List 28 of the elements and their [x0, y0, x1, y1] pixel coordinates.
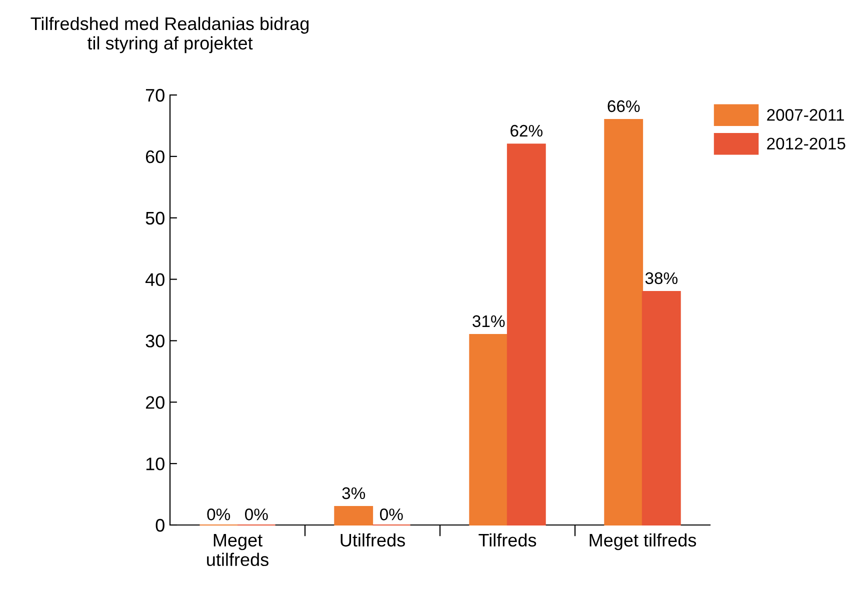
chart-title: Tilfredshed med Realdanias bidrag til styring af projektet — [30, 16, 309, 54]
x-tick-label: Tilfreds — [478, 533, 536, 547]
y-tick-label: 20 — [146, 396, 164, 409]
x-tick-label: Meget utilfreds — [207, 534, 268, 566]
data-label: 0% — [380, 508, 403, 520]
x-tick-label: Meget tilfreds — [590, 533, 696, 550]
legend-label: 2007-2011 — [767, 109, 844, 121]
bar — [469, 334, 508, 526]
data-label: 31% — [472, 315, 505, 328]
bar — [334, 506, 374, 526]
y-tick-label: 10 — [146, 458, 164, 470]
y-tick-label: 70 — [146, 88, 164, 102]
data-label: 62% — [510, 124, 542, 137]
bar — [642, 291, 681, 526]
x-tick-label: Utilfreds — [340, 533, 405, 547]
data-label: 0% — [207, 508, 230, 520]
data-label: 38% — [645, 272, 678, 284]
legend-label: 2012-2015 — [767, 138, 846, 150]
y-tick-label: 30 — [146, 334, 164, 348]
data-label: 66% — [608, 100, 640, 112]
y-tick-label: 0 — [156, 518, 164, 532]
data-label: 0% — [245, 508, 268, 520]
bar — [604, 119, 644, 526]
y-tick-label: 50 — [146, 212, 164, 225]
bar — [506, 144, 546, 526]
data-label: 3% — [342, 487, 366, 500]
y-tick-label: 40 — [145, 273, 164, 286]
y-tick-label: 60 — [146, 150, 164, 164]
